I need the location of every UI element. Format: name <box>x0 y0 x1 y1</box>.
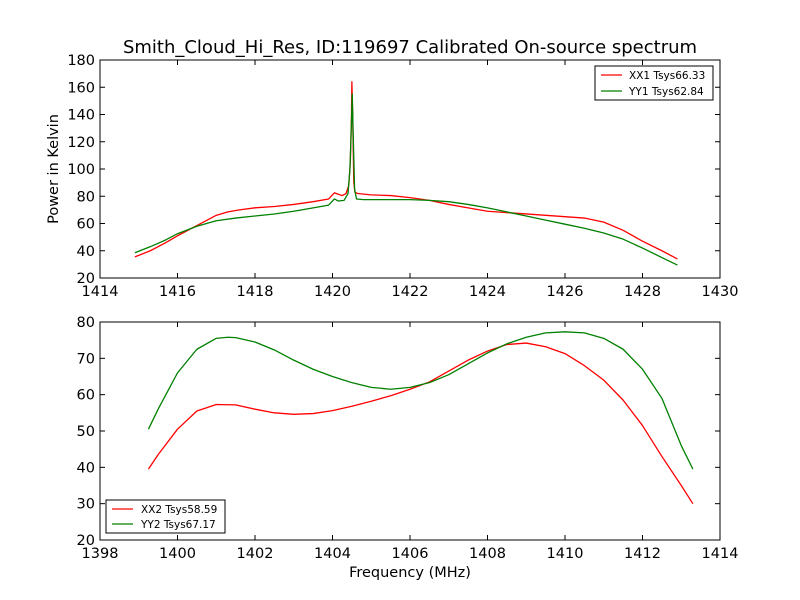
top-y-tick-label: 20 <box>77 271 95 287</box>
bottom-series-line-2 <box>147 331 694 470</box>
top-y-tick-label: 80 <box>77 189 95 205</box>
top-x-tick-label: 1424 <box>469 284 506 300</box>
bottom-y-tick-label: 70 <box>77 351 95 367</box>
top-x-tick-label: 1414 <box>82 284 119 300</box>
top-panel: 1414 1416 1418 1420 1422 1424 1426 1428 1430 20 40… <box>46 53 738 300</box>
top-y-axis-label: Power in Kelvin <box>46 114 62 224</box>
top-x-tick-label: 1420 <box>314 284 351 300</box>
top-legend-box <box>594 65 714 101</box>
bottom-legend-label-yy2: YY2 Tsys67.17 <box>140 519 216 531</box>
top-y-tick-label: 180 <box>67 53 95 69</box>
top-legend: XX1 Tsys66.33 YY1 Tsys62.84 <box>594 65 714 101</box>
bottom-tick-layer: 1398 1400 1402 1404 1406 1408 1410 1412 1414 20 30… <box>77 315 739 562</box>
top-series-line-2 <box>134 93 678 266</box>
top-y-tick-label: 140 <box>67 108 95 124</box>
top-x-tick-label: 1418 <box>237 284 274 300</box>
bottom-plot-frame <box>99 321 721 541</box>
bottom-y-tick-label: 30 <box>77 497 95 513</box>
top-plot-frame <box>99 59 721 279</box>
top-x-tick-label: 1422 <box>392 284 429 300</box>
top-y-tick-label: 100 <box>67 162 95 178</box>
top-x-tick-label: 1426 <box>547 284 584 300</box>
bottom-y-tick-label: 60 <box>77 388 95 404</box>
bottom-legend: XX2 Tsys58.59 YY2 Tsys67.17 <box>105 499 226 534</box>
top-legend-label-yy1: YY1 Tsys62.84 <box>628 86 704 98</box>
top-y-tick-label: 60 <box>77 217 95 233</box>
bottom-x-tick-label: 1398 <box>82 546 119 562</box>
top-y-tick-label: 120 <box>67 135 95 151</box>
bottom-series-layer <box>147 331 694 505</box>
bottom-x-tick-label: 1412 <box>624 546 661 562</box>
bottom-x-tick-label: 1400 <box>159 546 196 562</box>
chart-title: Smith_Cloud_Hi_Res, ID:119697 Calibrated… <box>123 37 697 58</box>
bottom-x-tick-label: 1414 <box>702 546 739 562</box>
bottom-legend-box <box>105 499 226 534</box>
bottom-x-tick-label: 1406 <box>392 546 429 562</box>
top-tick-layer: 1414 1416 1418 1420 1422 1424 1426 1428 1430 20 40… <box>67 53 738 300</box>
bottom-x-tick-label: 1410 <box>547 546 584 562</box>
top-x-tick-label: 1416 <box>159 284 196 300</box>
top-legend-label-xx1: XX1 Tsys66.33 <box>629 70 705 82</box>
bottom-x-tick-label: 1402 <box>237 546 274 562</box>
bottom-y-tick-label: 20 <box>77 533 95 549</box>
top-x-tick-label: 1428 <box>624 284 661 300</box>
top-y-tick-label: 160 <box>67 80 95 96</box>
bottom-x-tick-label: 1404 <box>314 546 351 562</box>
top-y-tick-label: 40 <box>77 244 95 260</box>
top-series-layer <box>134 81 678 266</box>
bottom-y-tick-label: 40 <box>77 460 95 476</box>
bottom-x-axis-label: Frequency (MHz) <box>349 565 471 581</box>
bottom-y-tick-label: 80 <box>77 315 95 331</box>
bottom-y-tick-label: 50 <box>77 424 95 440</box>
bottom-panel: 1398 1400 1402 1404 1406 1408 1410 1412 1414 20 30… <box>77 315 739 581</box>
top-x-tick-label: 1430 <box>702 284 739 300</box>
bottom-legend-label-xx2: XX2 Tsys58.59 <box>141 504 217 516</box>
bottom-x-tick-label: 1408 <box>469 546 506 562</box>
